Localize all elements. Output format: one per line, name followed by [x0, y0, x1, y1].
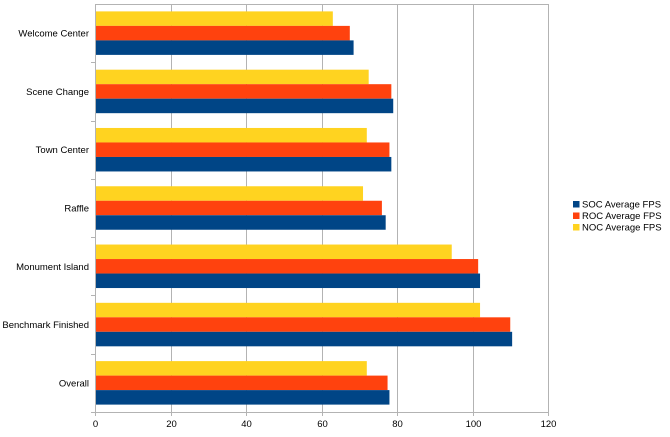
category-label: Welcome Center	[18, 29, 89, 40]
bar-noc	[95, 186, 364, 201]
bar-soc	[95, 390, 390, 405]
category-label: Monument Island	[16, 262, 89, 273]
bar-noc	[95, 11, 333, 26]
bar-roc	[95, 317, 511, 332]
legend-swatch	[573, 224, 580, 231]
bar-noc	[95, 244, 452, 260]
legend-swatch	[573, 201, 580, 208]
bar-noc	[95, 69, 369, 85]
bar-roc	[95, 84, 392, 99]
bar-soc	[95, 273, 481, 289]
category-label: Benchmark Finished	[2, 320, 89, 331]
bars	[95, 11, 513, 405]
category-label: Raffle	[64, 204, 89, 215]
bar-noc	[95, 361, 367, 376]
legend-label: ROC Average FPS	[582, 211, 662, 222]
legend-label: SOC Average FPS	[582, 200, 661, 211]
bar-noc	[95, 302, 481, 318]
category-label: Overall	[59, 378, 89, 389]
x-tick-label: 80	[392, 419, 403, 430]
bar-roc	[95, 25, 350, 41]
bar-soc	[95, 215, 386, 230]
bar-soc	[95, 40, 354, 55]
x-tick-label: 0	[93, 419, 98, 430]
bar-soc	[95, 331, 513, 347]
x-tick-label: 20	[166, 419, 177, 430]
bar-roc	[95, 142, 390, 157]
bar-soc	[95, 98, 394, 114]
bar-noc	[95, 127, 367, 143]
x-tick-label: 100	[466, 419, 482, 430]
category-label: Scene Change	[26, 87, 89, 98]
x-tick-label: 60	[317, 419, 328, 430]
category-label: Town Center	[36, 145, 89, 156]
x-tick-label: 40	[241, 419, 252, 430]
axes: 0 20 40 60 80 100 120 Welcome Center Scene Chang…	[2, 4, 556, 430]
bar-soc	[95, 156, 392, 172]
bar-roc	[95, 259, 479, 274]
legend-swatch	[573, 212, 580, 219]
x-tick-label: 120	[541, 419, 557, 430]
bar-roc	[95, 200, 382, 216]
bar-roc	[95, 375, 388, 391]
legend-label: NOC Average FPS	[582, 223, 662, 234]
